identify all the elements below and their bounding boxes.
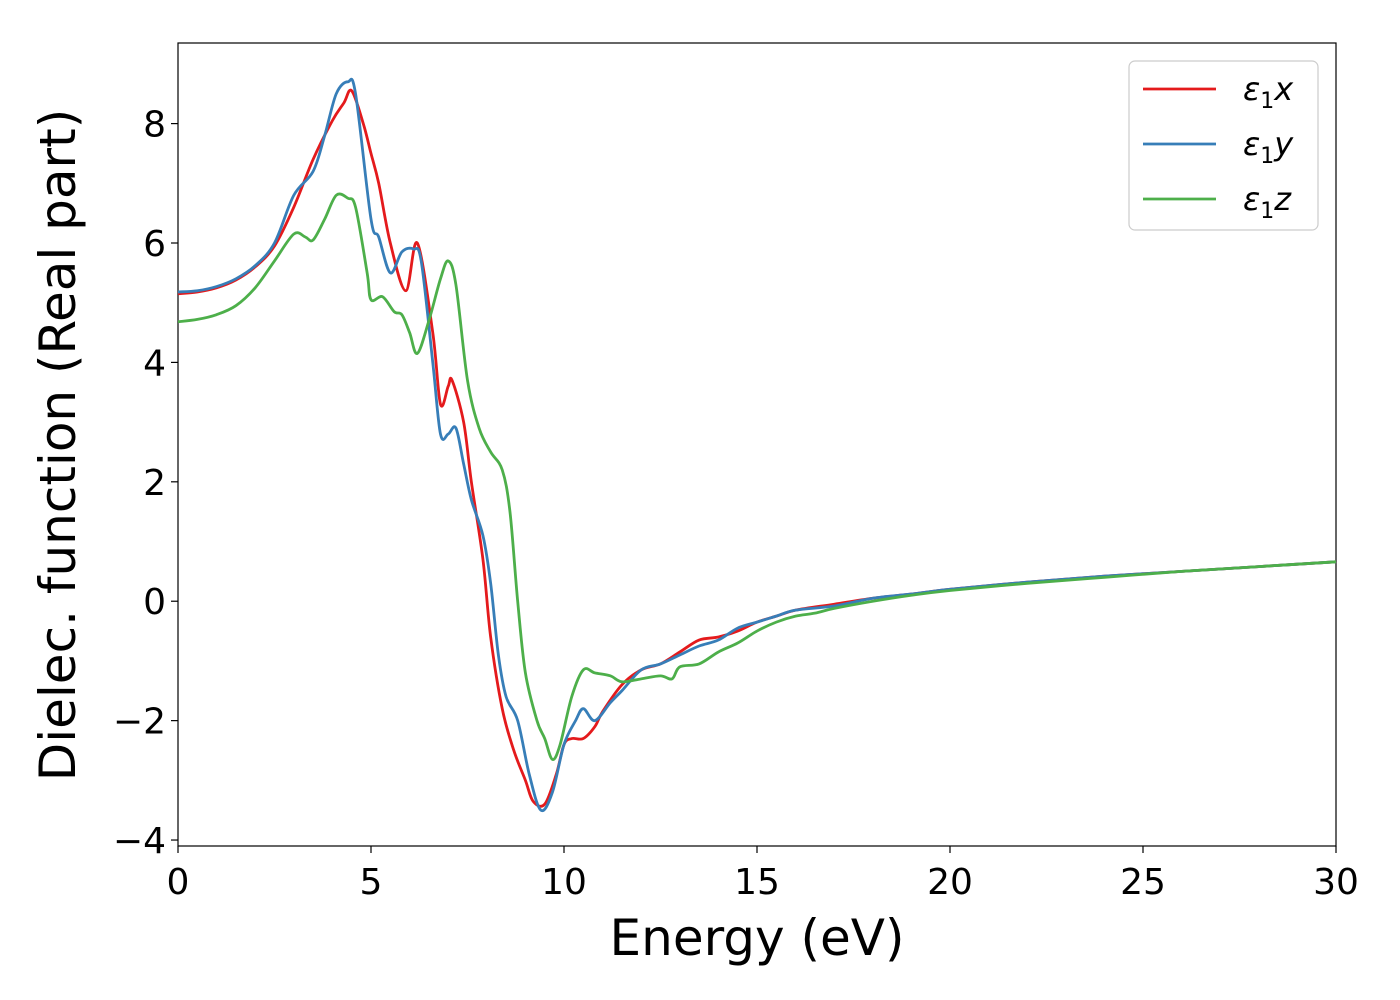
- x-tick-label: 15: [734, 862, 780, 903]
- legend-label-x: ε1x: [1243, 70, 1294, 114]
- y-tick-label: 8: [143, 105, 166, 146]
- legend-label-y: ε1y: [1243, 125, 1294, 169]
- x-axis-title: Energy (eV): [610, 909, 905, 967]
- y-tick-label: 0: [143, 582, 166, 623]
- y-axis-title: Dielec. function (Real part): [29, 109, 87, 781]
- x-tick-label: 30: [1313, 862, 1359, 903]
- x-tick-label: 5: [360, 862, 383, 903]
- y-tick-label: 4: [143, 343, 166, 384]
- y-tick-label: −4: [113, 821, 166, 862]
- legend-label-z: ε1z: [1243, 180, 1292, 224]
- plot-series: [177, 77, 1337, 813]
- x-tick-label: 25: [1120, 862, 1166, 903]
- y-tick-label: 6: [143, 224, 166, 265]
- x-tick-label: 20: [927, 862, 973, 903]
- legend-box: [1128, 60, 1319, 231]
- y-tick-label: 2: [143, 463, 166, 504]
- x-axis: 0 5 10 15 20 25 30: [167, 846, 1359, 903]
- legend: ε1x ε1y ε1z: [1128, 60, 1319, 231]
- y-tick-label: −2: [113, 702, 166, 743]
- x-tick-label: 10: [541, 862, 587, 903]
- series-line-z: [177, 192, 1337, 761]
- y-axis: −4 −2 0 2 4 6 8: [113, 105, 178, 862]
- x-tick-label: 0: [167, 862, 190, 903]
- series-line-y: [177, 77, 1337, 813]
